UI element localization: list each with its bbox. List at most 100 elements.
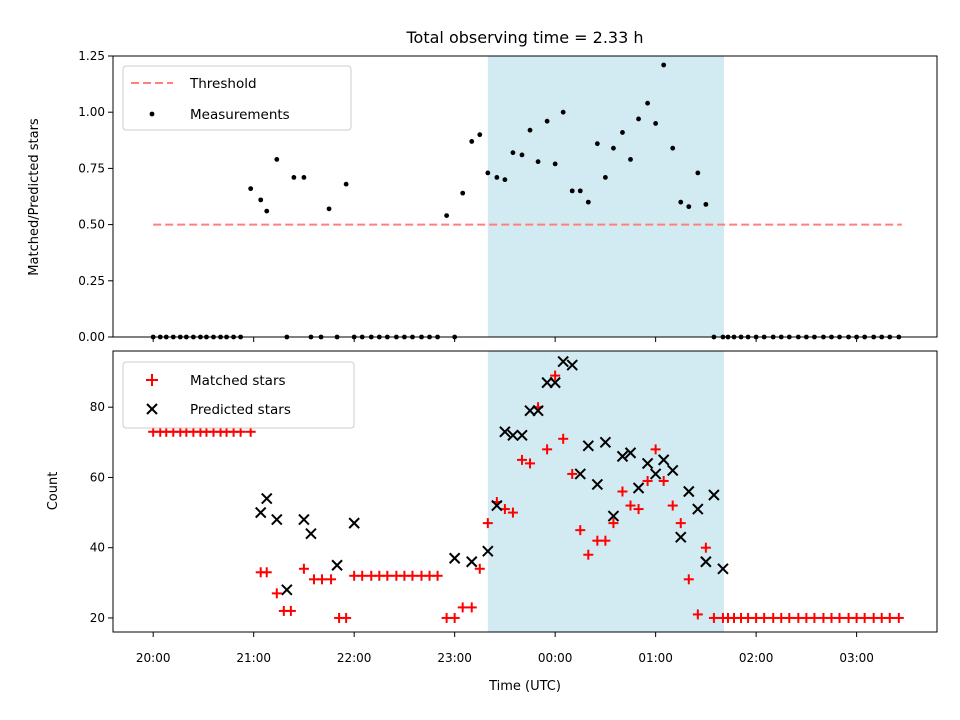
- predicted-star-point: [667, 464, 679, 477]
- matched-star-point: [700, 542, 711, 553]
- legend-measurements-swatch: [149, 111, 155, 117]
- top-y-tick-label: 1.25: [78, 49, 105, 63]
- predicted-star-point: [692, 503, 704, 515]
- legend-threshold-label: Threshold: [189, 76, 257, 92]
- matched-star-point: [567, 468, 578, 479]
- matched-star-point: [692, 609, 703, 620]
- x-tick-label: 23:00: [437, 651, 472, 665]
- top-panel-shaded-span: [487, 56, 724, 337]
- predicted-star-point: [683, 485, 695, 498]
- measurement-point: [527, 127, 533, 133]
- predicted-star-point: [271, 513, 283, 526]
- predicted-star-point: [255, 506, 267, 519]
- matched-star-point: [834, 612, 845, 623]
- measurement-point: [628, 157, 633, 162]
- matched-star-point: [432, 570, 443, 581]
- predicted-star-point: [305, 527, 317, 540]
- predicted-star-point: [491, 499, 503, 512]
- predicted-star-point: [632, 482, 645, 494]
- predicted-star-point: [298, 513, 310, 526]
- measurement-point: [678, 199, 684, 205]
- measurement-point: [477, 132, 483, 138]
- matched-star-point: [683, 574, 694, 585]
- measurement-point: [469, 139, 475, 144]
- chart-title: Total observing time = 2.33 h: [405, 28, 643, 47]
- predicted-star-point: [624, 447, 637, 459]
- measurement-point: [485, 170, 491, 176]
- measurement-point: [577, 188, 583, 194]
- predicted-star-point: [482, 545, 494, 557]
- measurement-point: [695, 170, 701, 176]
- predicted-star-point: [348, 517, 360, 529]
- matched-star-point: [474, 563, 485, 574]
- predicted-star-point: [607, 510, 620, 522]
- matched-star-point: [285, 605, 296, 616]
- matched-star-point: [708, 612, 719, 623]
- top-y-tick-label: 1.00: [78, 105, 105, 119]
- top-y-ticks: 0.00 0.25 0.50 0.75 1.00 1.25: [78, 49, 113, 344]
- matched-star-point: [298, 563, 309, 574]
- measurement-point: [502, 177, 508, 183]
- matched-star-point: [326, 574, 337, 585]
- measurement-point: [264, 208, 270, 214]
- measurement-point: [301, 174, 307, 180]
- matched-star-point: [600, 535, 611, 546]
- x-tick-label: 22:00: [337, 651, 372, 665]
- top-x-ticks: [152, 337, 858, 342]
- predicted-star-point: [499, 426, 511, 438]
- matched-star-point: [357, 570, 368, 581]
- matched-star-point: [466, 602, 477, 613]
- top-panel: 0.00 0.25 0.50 0.75 1.00 1.25 Matched/Predict…: [27, 49, 938, 344]
- matched-star-point: [516, 454, 527, 465]
- matched-star-point: [550, 370, 561, 381]
- predicted-star-point: [574, 468, 586, 480]
- bottom-y-tick-label: 60: [90, 470, 105, 484]
- top-y-tick-label: 0.75: [78, 161, 105, 175]
- bottom-x-ticks: 20:00 21:00 22:00 23:00 00:00 01:00 02:00 03:00: [136, 632, 874, 665]
- matched-star-point: [583, 549, 594, 560]
- x-tick-label: 03:00: [839, 651, 874, 665]
- matched-star-point: [642, 475, 653, 486]
- x-axis-label: Time (UTC): [488, 679, 561, 694]
- top-y-tick-label: 0.00: [78, 330, 105, 344]
- matched-star-point: [675, 518, 686, 529]
- measurement-point: [535, 159, 541, 165]
- matched-star-point: [759, 612, 770, 623]
- matched-star-point: [667, 500, 678, 511]
- measurement-point: [510, 150, 516, 156]
- measurement-point: [670, 145, 676, 151]
- measurement-point: [326, 206, 332, 212]
- matched-star-point: [784, 612, 795, 623]
- predicted-star-point: [516, 429, 528, 442]
- measurement-point: [602, 174, 608, 180]
- matched-star-point: [625, 500, 636, 511]
- measurement-point: [636, 116, 641, 122]
- measurement-point: [653, 121, 659, 126]
- matched-star-point: [884, 612, 895, 623]
- predicted-star-point: [331, 559, 343, 571]
- matched-star-point: [271, 588, 282, 599]
- measurement-point: [620, 130, 625, 135]
- measurement-point: [494, 174, 500, 180]
- bottom-y-ticks: 20 40 60 80: [90, 400, 113, 625]
- predicted-star-point: [532, 405, 544, 417]
- measurement-point: [343, 181, 349, 187]
- predicted-star-point: [599, 436, 612, 449]
- bottom-legend: Matched stars Predicted stars: [122, 361, 355, 429]
- predicted-star-point: [717, 563, 729, 575]
- predicted-star-point: [582, 440, 595, 452]
- predicted-star-point: [448, 552, 461, 564]
- bottom-panel: 20 40 60 80 20:00 21:00 22:00 23:00 00:00 01:00 0…: [46, 350, 938, 694]
- measurement-point: [519, 152, 525, 158]
- legend-matched-swatch: [146, 374, 158, 386]
- measurement-point: [460, 190, 466, 196]
- measurement-point: [645, 100, 650, 106]
- matched-star-point: [261, 567, 272, 578]
- predicted-star-point: [616, 450, 629, 463]
- measurement-point: [611, 145, 616, 151]
- measurement-point: [552, 161, 558, 167]
- top-y-tick-label: 0.25: [78, 274, 105, 288]
- measurement-point: [585, 199, 591, 205]
- matched-star-point: [507, 507, 518, 518]
- bottom-y-tick-label: 80: [90, 400, 105, 414]
